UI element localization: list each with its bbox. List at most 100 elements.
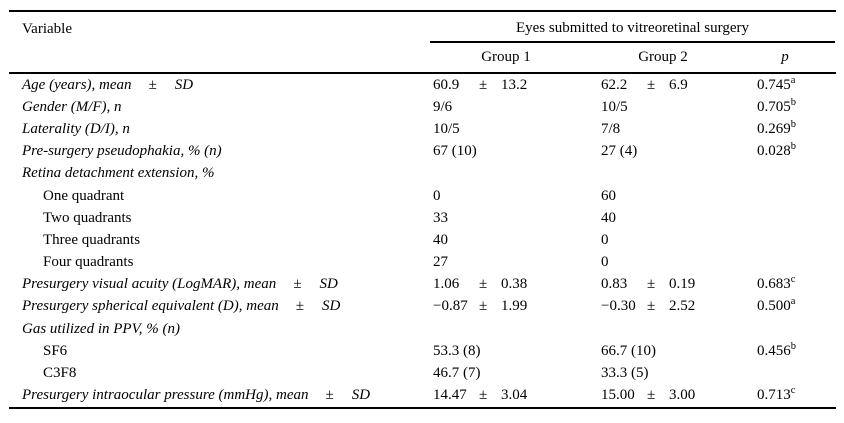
- variable-label: One quadrant: [43, 187, 125, 204]
- group2-value: 60: [601, 187, 616, 204]
- variable-cell: Gas utilized in PPV, % (n): [9, 321, 433, 338]
- variable-label: Presurgery intraocular pressure (mmHg), …: [22, 387, 309, 404]
- plus-minus-symbol: ±: [479, 276, 488, 293]
- table-row: Laterality (D/I), n 10/5 7/8 0.269b: [9, 118, 836, 140]
- group2-cell: 15.00 ±3.00: [601, 387, 745, 404]
- variable-cell: Laterality (D/I), n: [9, 121, 433, 138]
- p-footnote-marker: a: [790, 74, 796, 86]
- variable-cell: Two quadrants: [9, 210, 433, 227]
- plus-minus-symbol: ±: [325, 387, 334, 404]
- plus-minus-symbol: ±: [647, 298, 656, 315]
- p-value: 0.745: [757, 76, 791, 93]
- variable-label: Gender (M/F), n: [22, 98, 122, 115]
- group2-sd-value: 0.19: [669, 276, 696, 293]
- table-row: Pre-surgery pseudophakia, % (n) 67 (10) …: [9, 141, 836, 163]
- group1-value: 14.47: [433, 387, 467, 404]
- group2-sd-value: 6.9: [669, 76, 688, 93]
- group2-value: 10/5: [601, 98, 628, 115]
- group2-value: 0: [601, 231, 609, 248]
- group2-cell: [601, 321, 745, 338]
- plus-minus-symbol: ±: [479, 76, 488, 93]
- group1-cell: 33: [433, 210, 601, 227]
- group1-value: 46.7 (7): [433, 365, 481, 382]
- group1-value: −0.87: [433, 298, 468, 315]
- group1-value: 27: [433, 254, 448, 271]
- group1-value: 67 (10): [433, 143, 477, 160]
- group2-cell: 62.2 ±6.9: [601, 77, 745, 94]
- group1-cell: 1.06 ±0.38: [433, 276, 601, 293]
- bottom-rule: [9, 406, 836, 409]
- group1-cell: [433, 165, 601, 182]
- variable-cell: Gender (M/F), n: [9, 99, 433, 116]
- table-row: Presurgery visual acuity (LogMAR), mean ±…: [9, 274, 836, 296]
- group2-value: −0.30: [601, 298, 636, 315]
- group1-value: 1.06: [433, 276, 460, 293]
- p-value: 0.713: [757, 387, 791, 404]
- group1-cell: 14.47 ±3.04: [433, 387, 601, 404]
- p-value: 0.456: [757, 342, 791, 359]
- group1-value: 40: [433, 231, 448, 248]
- sd-label: SD: [174, 76, 194, 93]
- variable-label: Retina detachment extension, %: [22, 165, 215, 182]
- variable-cell: Pre-surgery pseudophakia, % (n): [9, 143, 433, 160]
- table-header: Variable Eyes submitted to vitreoretinal…: [9, 12, 836, 72]
- sd-label: SD: [351, 387, 371, 404]
- p-footnote-marker: b: [790, 141, 796, 153]
- plus-minus-symbol: ±: [479, 298, 488, 315]
- variable-label: Gas utilized in PPV, % (n): [22, 320, 181, 337]
- p-footnote-marker: c: [790, 385, 796, 397]
- plus-minus-symbol: ±: [647, 276, 656, 293]
- p-value-cell: 0.269b: [745, 119, 836, 138]
- group2-cell: 0.83 ±0.19: [601, 276, 745, 293]
- header-body-rule: [9, 72, 836, 74]
- variable-column-header: Variable: [22, 21, 72, 37]
- top-rule: [9, 10, 836, 12]
- variable-label: Three quadrants: [43, 231, 141, 248]
- p-value-cell: 0.683c: [745, 274, 836, 293]
- p-value-cell: 0.713c: [745, 385, 836, 404]
- p-footnote-marker: c: [790, 274, 796, 286]
- group2-cell: 66.7 (10): [601, 343, 745, 360]
- group2-value: 62.2: [601, 76, 628, 93]
- p-footnote-marker: a: [790, 296, 796, 308]
- group2-value: 0: [601, 254, 609, 271]
- variable-label: Presurgery visual acuity (LogMAR), mean: [22, 276, 277, 293]
- variable-cell: Three quadrants: [9, 232, 433, 249]
- group2-cell: [601, 165, 745, 182]
- table-row: SF6 53.3 (8) 66.7 (10) 0.456b: [9, 340, 836, 362]
- group1-cell: [433, 321, 601, 338]
- table-row: One quadrant 0 60: [9, 185, 836, 207]
- table-row: Two quadrants 33 40: [9, 207, 836, 229]
- group1-sd-value: 1.99: [501, 298, 528, 315]
- spanner-column-header: Eyes submitted to vitreoretinal surgery: [515, 20, 749, 36]
- group2-cell: 27 (4): [601, 143, 745, 160]
- group1-cell: 67 (10): [433, 143, 601, 160]
- group1-cell: 53.3 (8): [433, 343, 601, 360]
- variable-label: Laterality (D/I), n: [22, 120, 130, 137]
- group1-value: 53.3 (8): [433, 342, 481, 359]
- group1-value: 10/5: [433, 120, 460, 137]
- group1-value: 33: [433, 209, 448, 226]
- variable-cell: Retina detachment extension, %: [9, 165, 433, 182]
- group1-value: 9/6: [433, 98, 453, 115]
- p-value: 0.269: [757, 120, 791, 137]
- group1-cell: 40: [433, 232, 601, 249]
- sd-label: SD: [319, 276, 338, 293]
- spanner-rule: [430, 41, 835, 43]
- plus-minus-symbol: ±: [647, 387, 656, 404]
- group2-sd-value: 3.00: [669, 387, 696, 404]
- variable-label: Pre-surgery pseudophakia, % (n): [22, 143, 222, 160]
- group2-value: 15.00: [601, 387, 635, 404]
- p-value: 0.028: [757, 143, 791, 160]
- group1-cell: −0.87 ±1.99: [433, 298, 601, 315]
- group1-sd-value: 3.04: [501, 387, 528, 404]
- variable-label: C3F8: [43, 365, 77, 382]
- group2-value: 27 (4): [601, 143, 638, 160]
- p-footnote-marker: b: [790, 340, 796, 352]
- group1-value: 60.9: [433, 76, 460, 93]
- group2-value: 66.7 (10): [601, 342, 656, 359]
- group2-cell: 33.3 (5): [601, 365, 745, 382]
- group2-cell: 40: [601, 210, 745, 227]
- table-row: Age (years), mean ± SD 60.9 ±13.2 62.2 ±6.9 …: [9, 74, 836, 96]
- table-row: Four quadrants 27 0: [9, 252, 836, 274]
